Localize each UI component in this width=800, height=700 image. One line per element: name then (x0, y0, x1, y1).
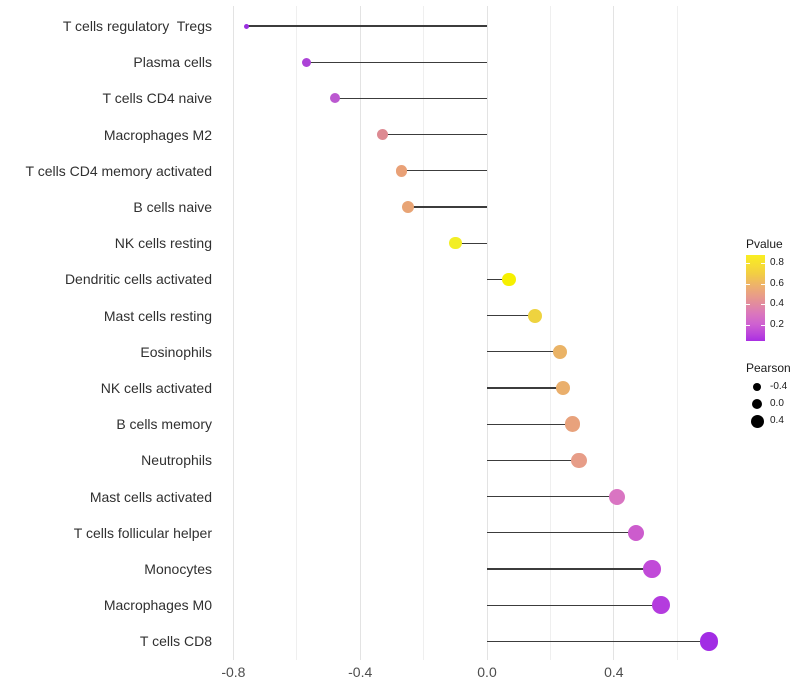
gridline-minor (676, 6, 678, 660)
y-axis-label: B cells memory (116, 416, 212, 433)
pearson-legend-label: -0.4 (770, 381, 788, 392)
data-point (699, 632, 719, 651)
lollipop-stem (487, 351, 560, 353)
colorbar-tick-mark (761, 304, 765, 305)
lollipop-stem (487, 459, 579, 462)
data-point (376, 128, 389, 141)
lollipop-stem (401, 170, 487, 172)
colorbar-tick-mark (746, 304, 750, 305)
lollipop-stem (246, 25, 487, 27)
y-axis-label: Mast cells activated (89, 488, 212, 505)
colorbar-tick-label: 0.4 (770, 298, 784, 309)
y-axis-label: NK cells activated (100, 380, 212, 396)
lollipop-stem (334, 97, 487, 100)
x-axis-tick-label: -0.4 (348, 664, 373, 680)
y-axis-label: T cells CD8 (139, 633, 212, 650)
y-axis-label: Neutrophils (141, 452, 212, 469)
lollipop-stem (382, 133, 487, 136)
lollipop-stem (407, 206, 487, 208)
gridline-minor (423, 6, 425, 660)
lollipop-stem (487, 532, 636, 534)
colorbar-tick-mark (746, 263, 750, 264)
lollipop-stem (306, 61, 487, 63)
gridline-minor (549, 6, 551, 660)
colorbar-tick-label: 0.6 (770, 278, 784, 289)
x-axis-tick-label: -0.8 (221, 664, 246, 680)
colorbar-tick-mark (746, 284, 750, 285)
pearson-legend-dot (750, 414, 764, 428)
y-axis-label: Eosinophils (140, 343, 212, 360)
data-point (401, 201, 414, 213)
colorbar-tick-mark (746, 325, 750, 326)
lollipop-stem (487, 387, 564, 389)
colorbar-tick-label: 0.2 (770, 319, 784, 330)
lollipop-stem (487, 495, 617, 498)
data-point (571, 452, 587, 469)
gridline-major (486, 6, 488, 660)
pearson-legend-label: 0.0 (770, 398, 784, 409)
lollipop-stem (487, 604, 662, 606)
data-point (627, 524, 645, 542)
x-axis-tick-label: 0.4 (604, 664, 624, 680)
gridline-minor (296, 6, 298, 660)
data-point (555, 380, 571, 396)
lollipop-stem (487, 278, 510, 281)
data-point (643, 560, 661, 578)
lollipop-stem (487, 314, 535, 317)
y-axis-label: B cells naive (133, 199, 212, 215)
y-axis-label: T cells CD4 memory activated (25, 162, 212, 179)
y-axis-label: T cells regulatory Tregs (62, 18, 212, 34)
colorbar-tick-mark (761, 263, 765, 264)
y-axis-label: Dendritic cells activated (64, 271, 212, 288)
legend-pearson-title: Pearson (746, 361, 791, 375)
data-point (652, 596, 671, 615)
y-axis-label: T cells CD4 naive (102, 90, 212, 107)
data-point (243, 23, 249, 29)
data-point (329, 93, 340, 104)
y-axis-label: Plasma cells (133, 54, 212, 71)
data-point (552, 344, 568, 360)
y-axis-label: Mast cells resting (103, 307, 212, 324)
y-axis-label: Macrophages M0 (103, 597, 212, 614)
data-point (449, 236, 462, 250)
lollipop-stem (487, 423, 573, 425)
colorbar-tick-mark (761, 284, 765, 285)
pearson-legend-dot (753, 383, 761, 391)
x-axis-tick-label: 0.0 (477, 664, 497, 680)
gridline-major (232, 6, 234, 660)
data-point (395, 165, 408, 177)
legend-pvalue-title: Pvalue (746, 237, 783, 251)
lollipop-stem (455, 242, 487, 244)
data-point (564, 416, 581, 432)
gridline-major (359, 6, 361, 660)
y-axis-label: NK cells resting (114, 235, 212, 252)
gridline-major (613, 6, 615, 660)
lollipop-stem (487, 640, 709, 643)
y-axis-label: Monocytes (144, 561, 212, 577)
data-point (527, 308, 542, 323)
data-point (301, 57, 311, 67)
data-point (502, 272, 516, 287)
data-point (608, 488, 625, 505)
pvalue-colorbar (746, 255, 765, 341)
y-axis-label: Macrophages M2 (103, 126, 212, 143)
y-axis-label: T cells follicular helper (73, 524, 212, 541)
pearson-legend-dot (751, 398, 763, 410)
colorbar-tick-mark (761, 325, 765, 326)
lollipop-stem (487, 568, 652, 570)
pearson-legend-label: 0.4 (770, 415, 784, 426)
colorbar-tick-label: 0.8 (770, 257, 784, 268)
